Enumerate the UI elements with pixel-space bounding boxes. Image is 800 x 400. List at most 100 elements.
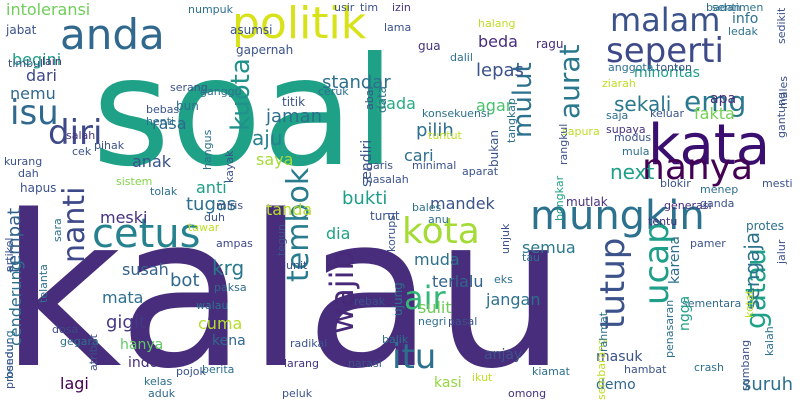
word-kiamat: kiamat [532, 365, 570, 378]
word-intoleransi: intoleransi [6, 0, 91, 19]
word-prosedur: prosedur [3, 340, 16, 389]
word-badan: badan [706, 1, 741, 14]
word-kalah: kalah [763, 326, 776, 356]
word-miris: miris [216, 199, 244, 212]
word-penasaran: penasaran [663, 299, 676, 358]
word-larang: larang [284, 357, 320, 370]
word-usir: usir [334, 1, 355, 14]
word-suruh: suruh [742, 374, 794, 395]
word-pilih: pilih [416, 120, 454, 141]
word-kena: kena [212, 333, 246, 349]
word-cetus: cetus [92, 211, 201, 257]
word-masalah: masalah [362, 173, 409, 186]
word-nemu: nemu [10, 84, 56, 103]
word-aparat: aparat [462, 165, 499, 178]
word-halang: halang [478, 17, 516, 30]
word-pasal: pasal [448, 315, 478, 328]
word-anggota: anggota [608, 61, 654, 74]
word-kayak: kayak [223, 150, 236, 183]
word-gigit: gigit [106, 312, 146, 333]
word-krg: krg [212, 256, 245, 280]
word-kasi: kasi [434, 375, 462, 391]
word-narasi: narasi [348, 357, 382, 370]
word-sentimen: sentimen [712, 1, 764, 14]
word-lama: lama [384, 21, 412, 34]
word-henti: henti [146, 115, 175, 128]
word-apa: apa [710, 91, 737, 107]
word-males: males [777, 75, 790, 109]
word-tim: tim [360, 1, 379, 14]
word-protes: protes [746, 219, 784, 233]
word-mandek: mandek [430, 194, 495, 213]
word-hapus: hapus [20, 181, 57, 195]
word-bun: bun [176, 99, 199, 113]
word-timbul: timbul [8, 57, 44, 70]
word-standar: standar [322, 72, 391, 93]
word-pada: pada [376, 94, 416, 113]
word-wajib: wajib [323, 250, 361, 334]
word-numpuk: numpuk [188, 3, 233, 16]
word-mutlak: mutlak [566, 195, 608, 209]
word-cari: cari [404, 146, 434, 165]
word-radikal: radikal [290, 337, 328, 350]
word-asumsi: asumsi [230, 23, 273, 37]
word-dah: dah [18, 167, 39, 180]
word-dari: dari [26, 66, 57, 85]
word-sapura: sapura [562, 125, 600, 138]
word-tanda: tanda [266, 200, 313, 219]
word-agar: agar [476, 96, 513, 115]
word-terlalu: terlalu [432, 272, 484, 291]
word-negri: negri [418, 315, 447, 328]
word-unjuk: unjuk [499, 223, 512, 254]
word-cuma: cuma [198, 314, 243, 333]
word-demo: demo [596, 377, 636, 393]
word-pojok: pojok [176, 365, 206, 378]
word-ragu: ragu [536, 37, 564, 51]
word-ujung: ujung [391, 282, 405, 316]
word-malam: malam [610, 1, 721, 39]
word-crash: crash [694, 361, 725, 374]
word-aurat: aurat [553, 44, 586, 119]
word-soal: soal [92, 26, 396, 200]
word-kata: kata [648, 113, 771, 178]
word-jangan: jangan [486, 290, 541, 309]
word-saya: saya [256, 150, 294, 169]
word-kurang: kurang [4, 155, 43, 168]
word-abai: abai [363, 86, 376, 110]
word-sara: sara [51, 218, 64, 242]
word-sistem: sistem [116, 175, 153, 188]
word-korupsi: korupsi [385, 212, 398, 252]
word-modus: modus [614, 131, 652, 144]
word-sekali: sekali [614, 92, 672, 116]
word-unit: unit [286, 259, 308, 272]
word-balik: balik [382, 333, 409, 346]
word-sulit: sulit [418, 298, 452, 317]
word-kalau: kalau [0, 170, 567, 400]
word-anak: anak [132, 152, 172, 171]
word-bebas: bebas [146, 103, 180, 116]
word-anda: anda [60, 10, 165, 59]
word-minimal: minimal [412, 159, 457, 172]
word-kota: kota [402, 211, 480, 252]
word-next: next [610, 160, 655, 184]
word-menep: menep [700, 183, 739, 196]
word-walau: walau [196, 299, 229, 312]
word-lain: lain [42, 55, 62, 68]
word-dosa: dosa [52, 323, 79, 336]
word-saja: saja [606, 109, 629, 122]
word-mata: mata [102, 288, 144, 307]
word-dalil: dalil [450, 51, 473, 64]
word-bukti: bukti [342, 188, 388, 209]
word-tentu: tentu [648, 215, 678, 228]
word-politik: politik [232, 0, 367, 49]
word-beda: beda [478, 32, 518, 51]
word-bales: bales [412, 201, 442, 214]
word-ngga: ngga [677, 295, 693, 331]
word-hangus: hangus [201, 129, 214, 170]
word-sumbang: sumbang [739, 339, 752, 391]
word-bongkar: bongkar [553, 175, 566, 221]
word-jalur: jalur [775, 239, 788, 264]
word-konsekuensi: konsekuensi [422, 107, 490, 120]
word-bot: bot [170, 270, 200, 291]
